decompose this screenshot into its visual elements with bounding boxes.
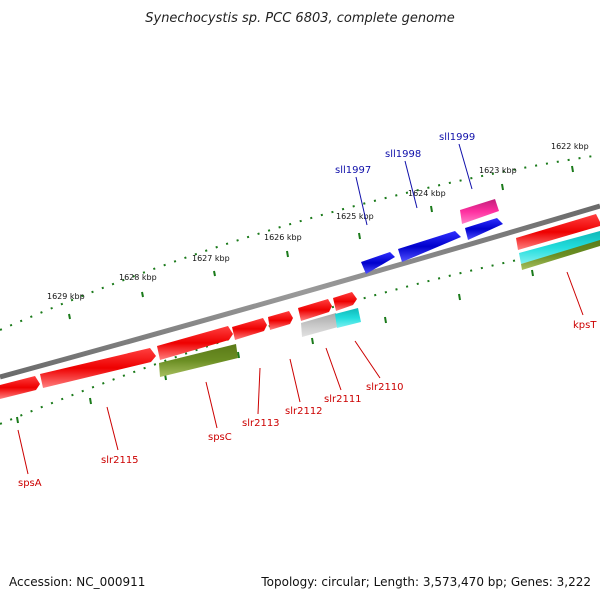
outer-ruler [0, 154, 600, 331]
label-kpsT: kpsT [573, 320, 597, 331]
label-sll1998: sll1998 [385, 149, 421, 160]
gene-sll1997[interactable] [361, 252, 395, 274]
forward-strand-genes [0, 214, 600, 399]
cds-kpsT-olive[interactable] [521, 240, 600, 270]
gene-slr2111[interactable] [298, 299, 332, 321]
label-slr2113: slr2113 [242, 418, 280, 429]
gene-slr2110[interactable] [333, 292, 357, 311]
gene-sll1999-rna[interactable] [460, 199, 499, 224]
tick-label-1625: 1625 kbp [336, 212, 374, 221]
label-spsA: spsA [18, 478, 42, 489]
reverse-strand-genes [361, 199, 503, 274]
tick-label-1626: 1626 kbp [264, 233, 302, 242]
label-slr2110: slr2110 [366, 382, 404, 393]
gene-sll1999[interactable] [465, 218, 503, 240]
gene-slr2115[interactable] [40, 348, 156, 388]
gene-slr2112[interactable] [268, 311, 293, 330]
genome-backbone [0, 203, 600, 380]
tick-label-1624: 1624 kbp [408, 189, 446, 198]
label-spsC: spsC [208, 432, 232, 443]
gene-spsC[interactable] [157, 326, 233, 360]
genome-summary-text: Topology: circular; Length: 3,573,470 bp… [260, 575, 591, 589]
cds-slr2110[interactable] [335, 308, 361, 328]
label-sll1999: sll1999 [439, 132, 475, 143]
tick-label-1627: 1627 kbp [192, 254, 230, 263]
cds-track [159, 231, 600, 377]
tick-label-1623: 1623 kbp [479, 166, 517, 175]
label-slr2112: slr2112 [285, 406, 323, 417]
tick-label-1629: 1629 kbp [47, 292, 85, 301]
gene-spsA[interactable] [0, 376, 40, 399]
gene-sll1998[interactable] [398, 231, 461, 262]
gene-kpsT[interactable] [516, 214, 600, 250]
label-slr2115: slr2115 [101, 455, 139, 466]
label-leaders [17, 143, 584, 475]
tick-label-1622: 1622 kbp [551, 142, 589, 151]
accession-text: Accession: NC_000911 [9, 575, 145, 589]
label-slr2111: slr2111 [324, 394, 362, 405]
cds-slr2111[interactable] [301, 313, 338, 337]
map-title: Synechocystis sp. PCC 6803, complete gen… [145, 11, 454, 26]
label-sll1997: sll1997 [335, 165, 371, 176]
cds-kpsT-cyan[interactable] [519, 231, 600, 264]
tick-label-1628: 1628 kbp [119, 273, 157, 282]
inner-ruler-ticks [16, 269, 534, 424]
cds-spsC[interactable] [159, 344, 238, 377]
inner-ruler [0, 242, 600, 425]
gene-slr2113[interactable] [232, 318, 267, 340]
outer-ruler-ticks [68, 165, 574, 320]
